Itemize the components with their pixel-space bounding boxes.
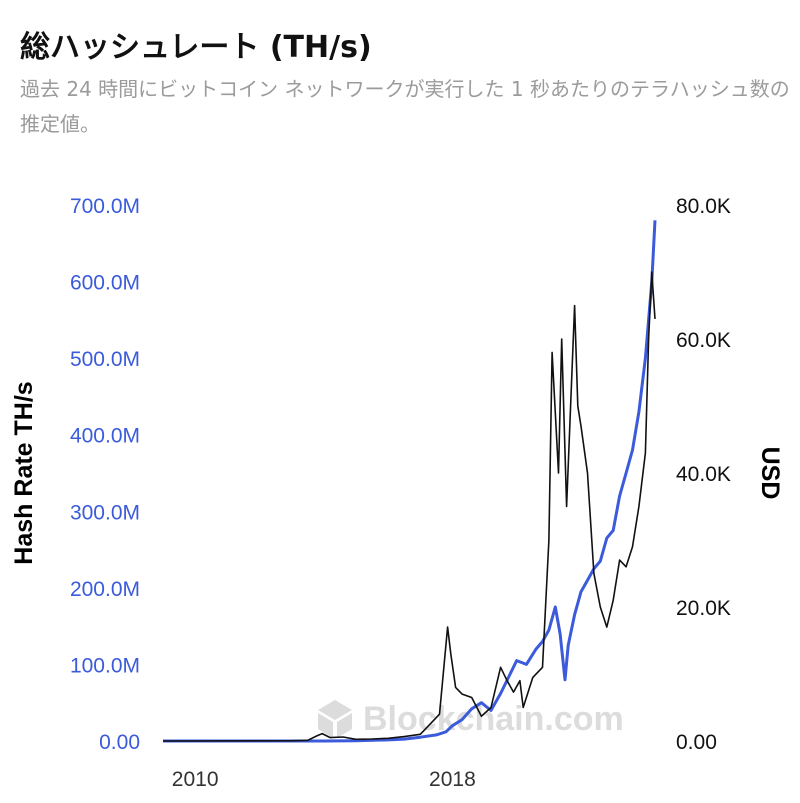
left-tick-label: 600.0M [70,272,140,295]
right-tick-label: 60.0K [676,329,731,352]
hash-rate-line [163,220,657,743]
chart-subtitle: 過去 24 時間にビットコイン ネットワークが実行した 1 秒あたりのテラハッシ… [20,77,790,136]
price-usd-line [162,271,656,742]
series-lines [162,220,657,743]
left-axis-ticks: 0.00 100.0M 200.0M 300.0M 400.0M 500.0M 600.0M… [70,195,140,754]
right-tick-label: 80.0K [676,195,731,218]
right-axis-title: USD [756,447,784,500]
right-tick-label: 20.0K [676,597,731,620]
right-tick-label: 0.00 [676,731,717,754]
blockchain-logo-icon [318,700,352,738]
left-tick-label: 500.0M [70,348,140,371]
watermark: Blockchain.com [318,700,624,738]
x-axis-ticks: 2010 2018 [172,768,476,791]
left-axis-title: Hash Rate TH/s [10,381,38,564]
x-tick-label: 2010 [172,768,219,791]
left-tick-label: 400.0M [70,425,140,448]
chart-title: 総ハッシュレート (TH/s) [20,30,372,65]
right-tick-label: 40.0K [676,463,731,486]
left-tick-label: 0.00 [99,731,140,754]
left-tick-label: 200.0M [70,578,140,601]
right-axis-ticks: 0.00 20.0K 40.0K 60.0K 80.0K [676,195,731,754]
left-tick-label: 700.0M [70,195,140,218]
left-tick-label: 300.0M [70,501,140,524]
left-tick-label: 100.0M [70,654,140,677]
x-tick-label: 2018 [429,768,476,791]
